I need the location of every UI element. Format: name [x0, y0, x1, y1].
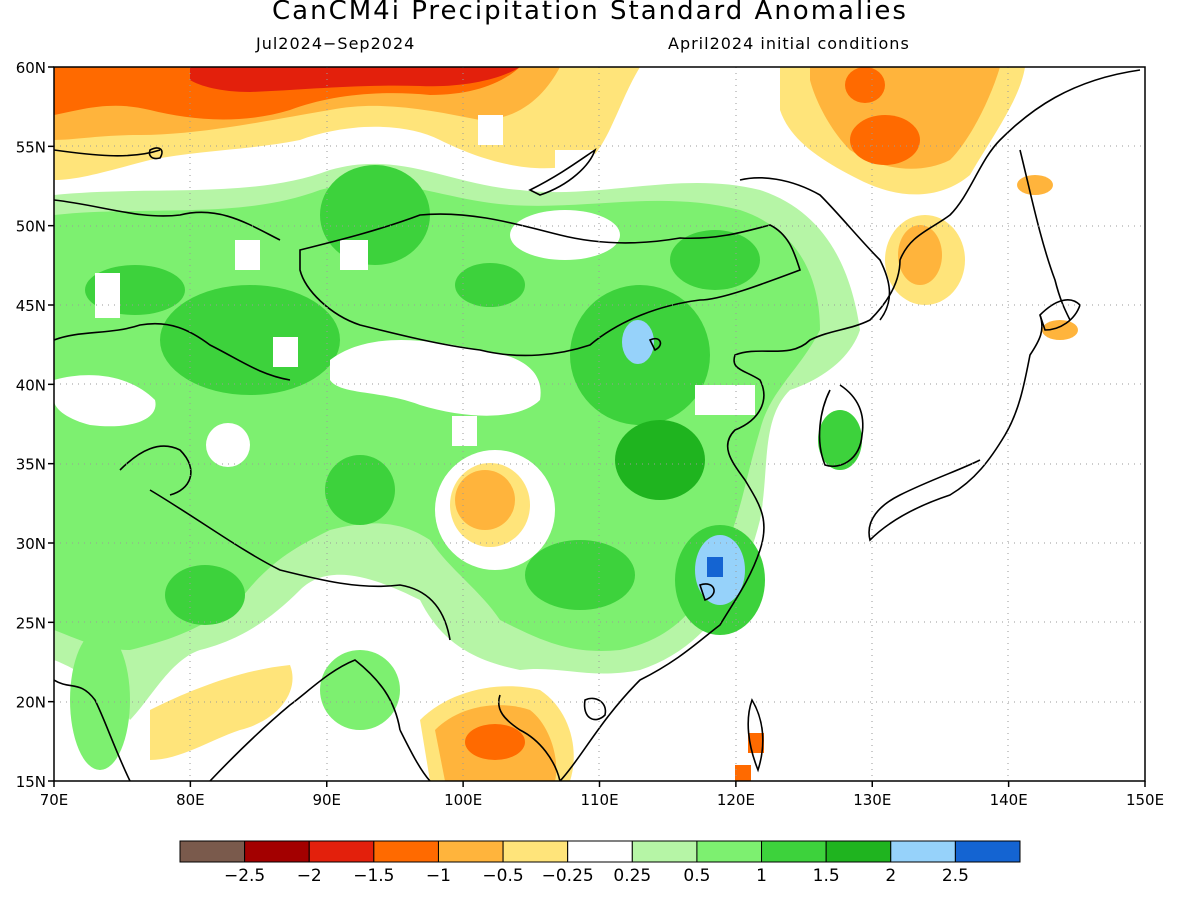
coastlines-borders	[54, 69, 1141, 781]
colorbar-label: −1.5	[353, 866, 394, 886]
lat-tick-label: 25N	[16, 614, 46, 632]
lat-tick-label: 35N	[16, 456, 46, 474]
colorbar-swatch	[179, 840, 246, 863]
colorbar-swatch	[761, 840, 827, 863]
lat-tick-label: 60N	[16, 59, 46, 77]
lat-tick-label: 40N	[16, 376, 46, 394]
colorbar-swatch	[567, 840, 633, 863]
lon-tick-label: 70E	[40, 791, 69, 809]
colorbar-swatch	[696, 840, 763, 863]
lon-tick-label: 100E	[444, 791, 482, 809]
lon-tick-label: 150E	[1126, 791, 1164, 809]
colorbar-swatch	[308, 840, 375, 863]
lat-tick-label: 15N	[16, 773, 46, 791]
lat-tick-label: 55N	[16, 138, 46, 156]
wet-anomaly-regions	[54, 163, 862, 770]
lon-tick-label: 130E	[853, 791, 891, 809]
dry-anomaly-regions	[54, 67, 1078, 781]
colorbar-label: −1	[426, 866, 451, 886]
lon-tick-label: 110E	[580, 791, 618, 809]
white-patches	[54, 115, 755, 467]
colorbar-label: −0.25	[542, 866, 594, 886]
colorbar-swatch	[373, 840, 439, 863]
initial-conditions-label: April2024 initial conditions	[668, 34, 910, 53]
lat-tick-label: 30N	[16, 535, 46, 553]
colorbar	[179, 840, 1021, 863]
colorbar-label: 2	[885, 866, 896, 886]
colorbar-label: −0.5	[482, 866, 523, 886]
lon-tick-label: 80E	[176, 791, 205, 809]
colorbar-label: 1	[756, 866, 767, 886]
lon-tick-label: 120E	[717, 791, 755, 809]
latitude-axis: 15N 20N 25N 30N 35N 40N 45N 50N 55N 60N	[16, 59, 54, 791]
colorbar-swatch	[631, 840, 698, 863]
grid-lines	[54, 67, 1145, 781]
colorbar-swatch	[825, 840, 892, 863]
colorbar-label: −2	[297, 866, 322, 886]
colorbar-labels: −2.5 −2 −1.5 −1 −0.5 −0.25 0.25 0.5 1 1.5 2 2.5	[224, 866, 969, 886]
lon-tick-label: 140E	[990, 791, 1028, 809]
colorbar-swatch	[244, 840, 310, 863]
colorbar-label: 0.25	[613, 866, 651, 886]
lat-tick-label: 50N	[16, 218, 46, 236]
colorbar-swatch	[954, 840, 1021, 863]
colorbar-swatch	[437, 840, 504, 863]
colorbar-swatch	[502, 840, 569, 863]
colorbar-label: 0.5	[683, 866, 710, 886]
map-title: CanCM4i Precipitation Standard Anomalies	[272, 0, 908, 26]
forecast-period: Jul2024−Sep2024	[256, 34, 416, 53]
longitude-axis: 70E 80E 90E 100E 110E 120E 130E 140E 150E	[40, 781, 1164, 809]
anomaly-field	[54, 67, 1145, 781]
colorbar-label: 2.5	[942, 866, 969, 886]
lat-tick-label: 20N	[16, 694, 46, 712]
colorbar-swatch	[890, 840, 956, 863]
colorbar-label: 1.5	[813, 866, 840, 886]
lat-tick-label: 45N	[16, 297, 46, 315]
lon-tick-label: 90E	[312, 791, 341, 809]
colorbar-label: −2.5	[224, 866, 265, 886]
